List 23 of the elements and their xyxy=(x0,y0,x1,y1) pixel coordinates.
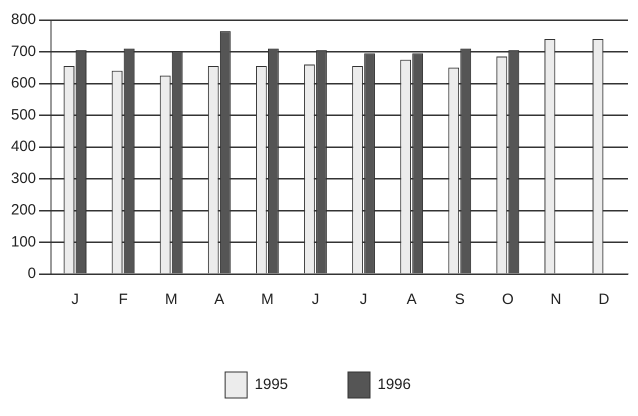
x-tick-label: S xyxy=(454,291,465,308)
legend-label: 1996 xyxy=(378,376,411,394)
x-tick-label: F xyxy=(118,291,128,308)
x-tick-label: J xyxy=(360,291,368,308)
x-tick-label: A xyxy=(214,291,224,308)
y-tick-label: 400 xyxy=(10,138,36,156)
y-tick-label: 600 xyxy=(10,74,36,92)
legend-label: 1995 xyxy=(254,376,288,394)
x-tick-label: O xyxy=(502,291,514,308)
x-tick-label: J xyxy=(71,291,79,308)
x-tick-label: N xyxy=(550,291,562,308)
x-tick-label: D xyxy=(598,291,610,308)
y-tick-label: 100 xyxy=(10,233,36,250)
x-tick-label: M xyxy=(261,291,274,308)
y-tick-label: 500 xyxy=(10,106,36,124)
x-tick-label: A xyxy=(406,291,417,308)
y-tick-label: 0 xyxy=(28,265,36,282)
x-tick-label: M xyxy=(164,291,178,308)
y-tick-label: 700 xyxy=(10,42,36,60)
y-tick-label: 200 xyxy=(10,202,36,219)
x-tick-label: J xyxy=(312,291,320,308)
y-tick-label: 800 xyxy=(10,11,36,28)
y-tick-label: 300 xyxy=(10,170,36,187)
